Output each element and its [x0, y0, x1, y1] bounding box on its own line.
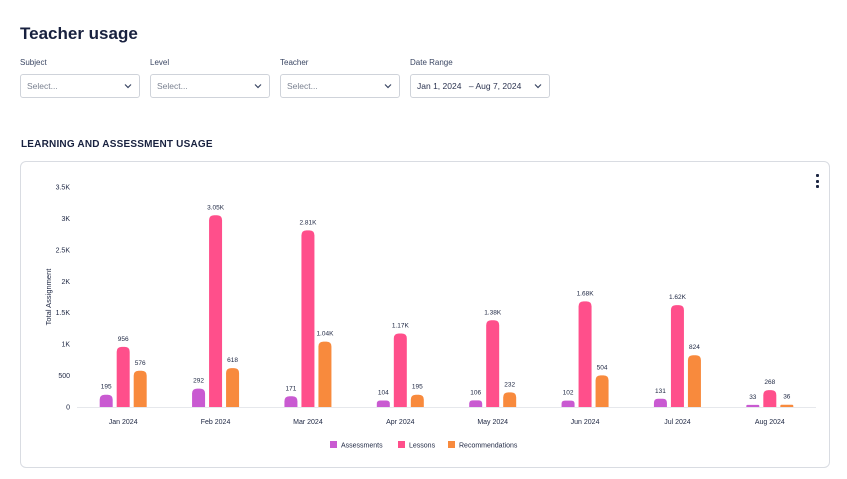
legend-swatch-recommendations — [448, 441, 455, 448]
level-filter: Level Select... — [150, 58, 270, 98]
bar-lessons — [578, 301, 592, 407]
bar-lessons — [116, 346, 130, 407]
chevron-down-icon — [383, 81, 393, 91]
y-axis-title: Total Assignment — [44, 268, 53, 326]
bar-assessments — [99, 394, 113, 407]
data-label: 131 — [655, 388, 666, 395]
teacher-select[interactable]: Select... — [280, 74, 400, 98]
data-label: 292 — [193, 378, 204, 385]
data-label: 195 — [101, 384, 112, 391]
data-label: 1.68K — [577, 290, 595, 297]
bar-lessons — [763, 390, 777, 407]
teacher-label: Teacher — [280, 58, 309, 67]
y-tick-label: 1.5K — [56, 310, 71, 317]
bar-lessons — [486, 320, 500, 407]
bar-recommendations — [503, 392, 517, 407]
level-select-placeholder: Select... — [157, 81, 188, 91]
legend-label-assessments: Assessments — [341, 443, 383, 450]
bar-lessons — [301, 230, 315, 407]
data-label: 171 — [286, 385, 297, 392]
level-select[interactable]: Select... — [150, 74, 270, 98]
data-label: 106 — [470, 389, 481, 396]
y-tick-label: 3K — [61, 216, 70, 223]
date-range-picker[interactable]: Jan 1, 2024 – Aug 7, 2024 — [410, 74, 550, 98]
x-tick-label: Feb 2024 — [201, 419, 231, 426]
date-range-separator: – — [468, 81, 474, 91]
bar-recommendations — [780, 404, 794, 407]
bar-recommendations — [595, 375, 609, 407]
bar-recommendations — [318, 341, 332, 407]
bar-recommendations — [226, 368, 240, 407]
x-tick-label: Apr 2024 — [386, 419, 415, 426]
data-label: 956 — [118, 336, 129, 343]
date-range-label: Date Range — [410, 58, 453, 67]
data-label: 36 — [783, 394, 791, 401]
data-label: 3.05K — [207, 204, 225, 211]
bar-lessons — [209, 215, 223, 407]
teacher-filter: Teacher Select... — [280, 58, 400, 98]
bar-recommendations — [133, 370, 147, 407]
subject-label: Subject — [20, 58, 47, 67]
y-tick-label: 2.5K — [56, 247, 71, 254]
legend-label-recommendations: Recommendations — [459, 443, 518, 450]
data-label: 576 — [135, 360, 146, 367]
data-label: 2.81K — [299, 219, 317, 226]
date-range-value: Jan 1, 2024 – Aug 7, 2024 — [417, 81, 521, 91]
page-title: Teacher usage — [20, 24, 138, 43]
x-tick-label: Jul 2024 — [664, 419, 691, 426]
y-tick-label: 3.5K — [56, 185, 71, 192]
data-label: 195 — [412, 384, 423, 391]
y-tick-label: 500 — [58, 373, 70, 380]
x-tick-label: Mar 2024 — [293, 419, 323, 426]
bar-assessments — [376, 400, 390, 407]
data-label: 1.62K — [669, 294, 687, 301]
data-label: 268 — [764, 379, 775, 386]
bar-assessments — [192, 388, 206, 407]
date-range-end: Aug 7, 2024 — [475, 81, 522, 91]
x-tick-label: May 2024 — [477, 419, 508, 426]
subject-select[interactable]: Select... — [20, 74, 140, 98]
bar-recommendations — [410, 394, 424, 407]
data-label: 33 — [749, 394, 757, 401]
data-label: 104 — [378, 389, 389, 396]
legend-swatch-lessons — [398, 441, 405, 448]
level-label: Level — [150, 58, 170, 67]
bar-assessments — [284, 396, 298, 407]
usage-bar-chart: Total Assignment 0 500 1K 1.5K 2K 2.5K 3K 3.5K Ja… — [44, 185, 816, 450]
legend-swatch-assessments — [330, 441, 337, 448]
bar-lessons — [393, 333, 407, 407]
bar-lessons — [670, 305, 684, 407]
data-label: 1.17K — [392, 322, 410, 329]
chevron-down-icon — [123, 81, 133, 91]
more-options-icon[interactable] — [813, 174, 821, 188]
y-tick-label: 2K — [61, 279, 70, 286]
data-label: 1.38K — [484, 309, 502, 316]
legend-label-lessons: Lessons — [409, 443, 436, 450]
x-tick-label: Jan 2024 — [109, 419, 138, 426]
data-label: 824 — [689, 344, 700, 351]
data-label: 618 — [227, 357, 238, 364]
bar-assessments — [653, 398, 667, 407]
section-title: LEARNING AND ASSESSMENT USAGE — [21, 139, 213, 150]
bar-assessments — [469, 400, 483, 407]
subject-select-placeholder: Select... — [27, 81, 58, 91]
x-tick-label: Jun 2024 — [571, 419, 600, 426]
teacher-select-placeholder: Select... — [287, 81, 318, 91]
chevron-down-icon — [253, 81, 263, 91]
subject-filter: Subject Select... — [20, 58, 140, 98]
data-label: 504 — [597, 364, 608, 371]
usage-chart-card: Total Assignment 0 500 1K 1.5K 2K 2.5K 3K 3.5K Ja… — [20, 161, 830, 468]
bar-recommendations — [687, 355, 701, 407]
chevron-down-icon — [533, 81, 543, 91]
bar-assessments — [746, 404, 760, 407]
data-label: 1.04K — [316, 331, 334, 338]
y-tick-label: 0 — [66, 405, 70, 412]
x-tick-label: Aug 2024 — [755, 419, 785, 426]
date-range-start: Jan 1, 2024 — [417, 81, 462, 91]
date-range-filter: Date Range Jan 1, 2024 – Aug 7, 2024 — [410, 58, 550, 98]
data-label: 102 — [563, 390, 574, 397]
bar-assessments — [561, 400, 575, 407]
data-label: 232 — [504, 381, 515, 388]
y-tick-label: 1K — [61, 342, 70, 349]
